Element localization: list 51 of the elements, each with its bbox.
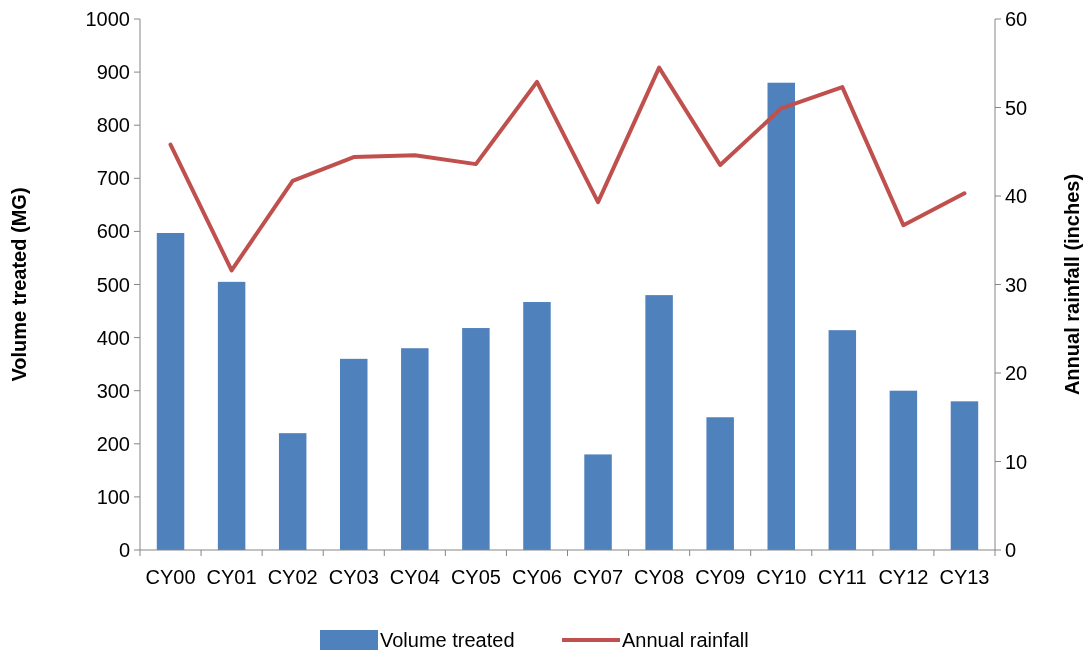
y-tick-label: 300 (96, 379, 130, 402)
bar (156, 232, 185, 550)
y-tick-label: 0 (118, 539, 130, 561)
x-tick-label: CY09 (695, 566, 746, 588)
bar (340, 358, 368, 550)
x-tick-label: CY11 (818, 566, 867, 588)
y2-tick-label: 20 (1005, 362, 1028, 384)
x-tick-label: CY01 (206, 566, 257, 588)
y2-tick-label: 60 (1005, 8, 1028, 30)
bar (889, 390, 918, 550)
y2-axis-title: Annual rainfall (inches) (1061, 173, 1083, 396)
legend-label: Annual rainfall (622, 629, 749, 651)
y-axis-title: Volume treated (MG) (8, 187, 30, 382)
bar (278, 433, 307, 550)
y-tick-label: 500 (96, 273, 130, 296)
y2-tick-label: 40 (1005, 185, 1028, 207)
x-tick-label: CY03 (328, 566, 379, 588)
y2-tick-label: 50 (1005, 96, 1028, 119)
bar (217, 281, 246, 550)
x-tick-label: CY08 (634, 566, 685, 588)
bar (950, 401, 979, 550)
y-tick-label: 100 (96, 485, 130, 508)
y2-tick-label: 30 (1005, 273, 1028, 296)
y-tick-label: 1000 (85, 8, 130, 30)
y-tick-label: 600 (96, 220, 130, 243)
y-tick-label: 200 (96, 432, 130, 455)
x-tick-label: CY13 (939, 566, 990, 588)
bar (401, 348, 429, 550)
bar (584, 454, 612, 550)
x-tick-label: CY00 (145, 566, 196, 588)
bar (645, 295, 673, 550)
y-tick-label: 800 (96, 114, 130, 137)
y-tick-label: 900 (96, 61, 130, 84)
y-tick-label: 400 (96, 326, 130, 349)
bar (767, 82, 795, 550)
x-tick-label: CY06 (511, 566, 562, 588)
bar (523, 302, 551, 550)
x-tick-label: CY12 (878, 566, 929, 588)
line-series (168, 65, 967, 273)
y2-tick-label: 0 (1005, 539, 1017, 561)
x-tick-label: CY04 (389, 566, 440, 588)
x-tick-label: CY05 (450, 566, 501, 588)
legend-label: Volume treated (380, 629, 515, 651)
y2-tick-label: 10 (1005, 450, 1028, 473)
bar (706, 417, 734, 550)
x-tick-label: CY07 (573, 566, 624, 588)
bar (828, 330, 857, 550)
bar (462, 328, 490, 550)
y-tick-label: 700 (96, 167, 130, 190)
x-tick-label: CY02 (267, 566, 318, 588)
x-tick-label: CY10 (756, 566, 807, 588)
